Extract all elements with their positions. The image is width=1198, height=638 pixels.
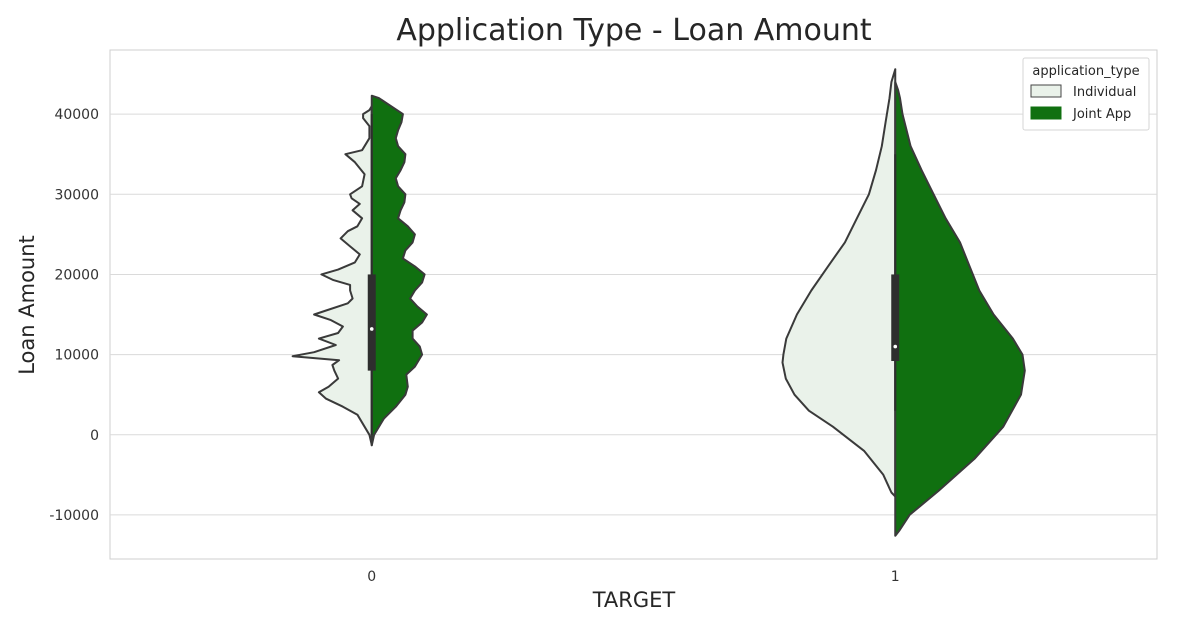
legend-swatch-joint-app [1030,106,1062,120]
violin-half-joint-app-target-1 [894,81,1026,537]
y-tick-label: 10000 [54,348,99,364]
y-axis-label: Loan Amount [15,235,39,375]
box-median [893,344,898,349]
chart-title: Application Type - Loan Amount [396,13,872,48]
x-tick-label: 1 [891,569,900,585]
legend-title: application_type [1032,64,1139,79]
violin-bodies [291,68,1026,537]
y-tick-labels: -10000 0 10000 20000 30000 40000 [49,107,99,524]
box-iqr [891,274,900,362]
legend-label-joint-app: Joint App [1072,107,1131,122]
x-axis-label: TARGET [592,588,676,612]
y-tick-label: 40000 [54,107,99,123]
box-iqr [367,274,376,371]
legend: application_type Individual Joint App [1022,57,1150,131]
legend-label-individual: Individual [1073,85,1136,100]
y-tick-label: 0 [90,428,99,444]
box-median [369,327,374,331]
violin-half-individual-target-1 [781,68,897,498]
y-tick-label: -10000 [49,508,99,524]
inner-boxes [367,114,900,435]
gridlines [110,113,1157,516]
violin-half-individual-target-0 [291,105,373,447]
y-tick-label: 20000 [54,267,99,283]
legend-swatch-individual [1030,84,1062,98]
x-tick-label: 0 [367,569,376,585]
y-tick-label: 30000 [54,187,99,203]
violin-half-joint-app-target-0 [370,94,428,447]
plot-area [109,49,1158,560]
